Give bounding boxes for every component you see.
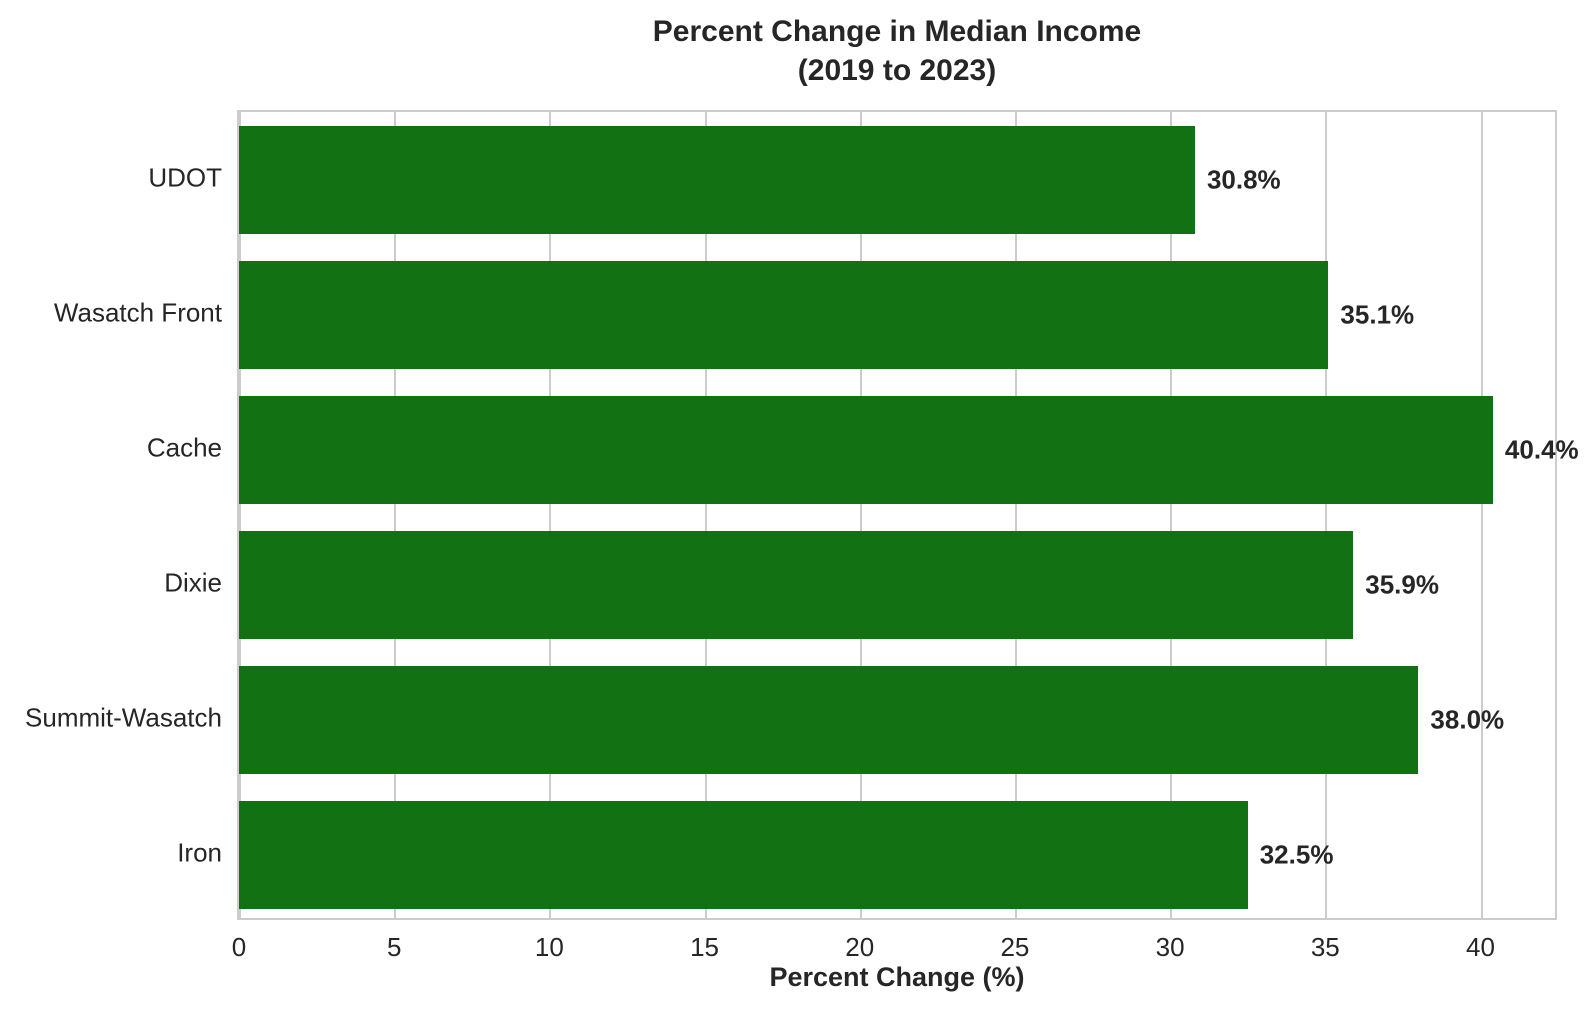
x-tick-label: 0 (231, 932, 247, 962)
x-gridline (549, 112, 552, 918)
x-gridline (1325, 112, 1328, 918)
x-tick-label: 10 (534, 932, 564, 962)
x-gridline (239, 112, 241, 918)
y-tick-label: UDOT (148, 162, 222, 192)
x-tick-label: 5 (386, 932, 402, 962)
x-tick-label: 30 (1155, 932, 1185, 962)
bar-value-label: 38.0% (1430, 704, 1505, 734)
y-tick-label: Summit-Wasatch (25, 702, 222, 732)
x-axis-title: Percent Change (%) (769, 962, 1025, 992)
x-axis-tick-labels: 0 5 10 15 20 25 30 35 40 (0, 932, 1589, 968)
bar-value-label: 35.9% (1365, 569, 1439, 599)
x-tick-label: 15 (690, 932, 720, 962)
bar-dixie (239, 530, 1354, 639)
x-gridline (394, 112, 397, 918)
bar-summit-wasatch (239, 665, 1419, 774)
y-axis-labels: UDOT Wasatch Front Cache Dixie Summit-Wasatc… (0, 110, 222, 920)
x-tick-label: 25 (1000, 932, 1030, 962)
x-gridline (1480, 112, 1483, 918)
x-gridline (859, 112, 862, 918)
bar-cache (239, 395, 1493, 504)
bar-value-label: 32.5% (1259, 839, 1334, 869)
plot-area: 30.8% 35.1% 40.4% 35.9% 38.0% 32.5% (237, 110, 1579, 920)
bar-value-label: 35.1% (1340, 299, 1415, 329)
y-tick-label: Wasatch Front (53, 297, 222, 327)
x-gridline (1014, 112, 1017, 918)
bar-udot (239, 125, 1195, 234)
chart-title: Percent Change in Median Income (2019 to… (237, 12, 1557, 90)
chart-title-line1: Percent Change in Median Income (652, 15, 1142, 48)
x-tick-label: 40 (1466, 932, 1495, 962)
bar-iron (239, 800, 1248, 909)
y-tick-label: Iron (177, 837, 222, 867)
bar-value-label: 40.4% (1504, 434, 1579, 464)
bar-wasatch-front (239, 260, 1329, 369)
x-gridline (1170, 112, 1173, 918)
y-tick-label: Cache (146, 432, 222, 462)
x-tick-label: 20 (845, 932, 875, 962)
x-gridline (704, 112, 707, 918)
y-tick-label: Dixie (164, 567, 222, 597)
chart-title-line2: (2019 to 2023) (797, 54, 997, 87)
bar-value-label: 30.8% (1206, 164, 1281, 194)
x-tick-label: 35 (1310, 932, 1340, 962)
